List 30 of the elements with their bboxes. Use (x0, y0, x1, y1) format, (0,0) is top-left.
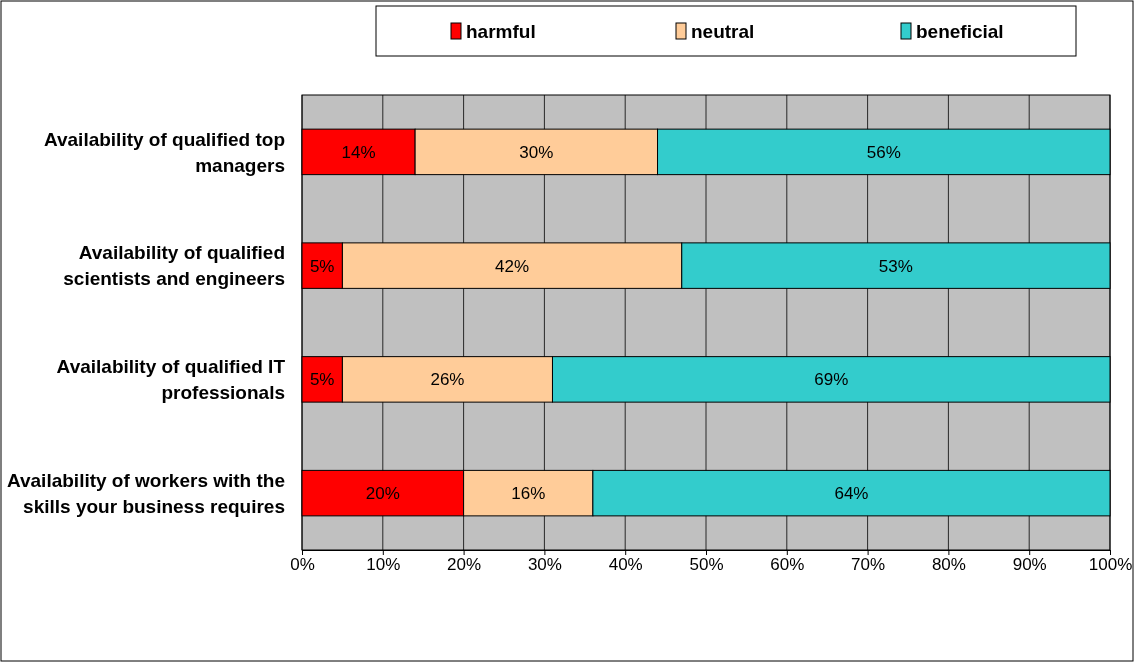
data-label: 16% (511, 484, 546, 504)
data-label: 20% (365, 484, 400, 504)
x-tick-label: 90% (1012, 555, 1047, 575)
data-label: 56% (866, 142, 901, 162)
legend-label: neutral (691, 20, 755, 42)
x-tick-label: 60% (770, 555, 805, 575)
data-label: 53% (878, 256, 913, 276)
data-label: 42% (495, 256, 530, 276)
y-tick-label: Availability of qualified top managers (43, 128, 285, 176)
x-tick-label: 100% (1088, 555, 1133, 575)
x-tick-label: 30% (527, 555, 562, 575)
y-tick-label: Availability of workers with the skills your business requires (6, 469, 285, 517)
data-label: 26% (430, 370, 465, 390)
data-label: 14% (341, 142, 376, 162)
x-tick-label: 10% (366, 555, 401, 575)
x-tick-label: 80% (931, 555, 966, 575)
legend-label: beneficial (916, 20, 1004, 42)
data-label: 64% (834, 484, 869, 504)
legend-label: harmful (466, 20, 536, 42)
x-tick-label: 0% (290, 555, 315, 575)
x-tick-label: 70% (851, 555, 886, 575)
data-label: 69% (814, 370, 849, 390)
y-tick-label: Availability of qualified IT professionals (56, 356, 286, 404)
x-tick-label: 40% (608, 555, 643, 575)
x-tick-label: 20% (447, 555, 482, 575)
data-label: 5% (309, 256, 335, 276)
y-tick-label: Availability of qualified scientists and engineers (63, 242, 285, 290)
data-label: 30% (519, 142, 554, 162)
x-tick-label: 50% (689, 555, 724, 575)
data-label: 5% (309, 370, 335, 390)
